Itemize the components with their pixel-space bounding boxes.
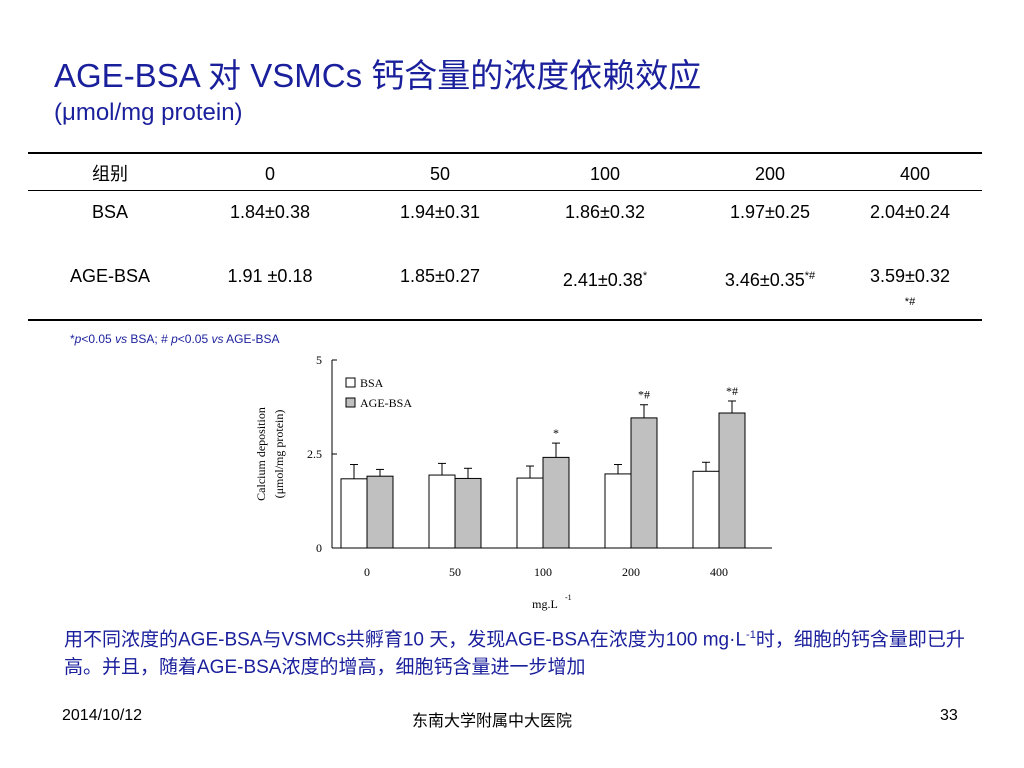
table-cell: 1.97±0.25 xyxy=(730,202,810,222)
significance-mark: *# xyxy=(726,384,738,398)
significance-mark: * xyxy=(553,426,559,440)
legend-label-age-bsa: AGE-BSA xyxy=(360,396,412,410)
x-tick-label: 100 xyxy=(534,565,552,579)
legend-label-bsa: BSA xyxy=(360,376,384,390)
table-header-0: 0 xyxy=(264,164,275,184)
bar-age-bsa xyxy=(718,412,746,549)
x-tick-label: 400 xyxy=(710,565,728,579)
table-cell: 3.59±0.32*# xyxy=(870,266,950,308)
table-header-group: 组别 xyxy=(92,164,128,184)
bar-age-bsa xyxy=(542,456,570,549)
y-tick-label: 2.5 xyxy=(307,447,322,461)
bar-bsa xyxy=(604,473,632,549)
y-axis-label: Calcium deposition xyxy=(254,407,268,501)
footer-page-number: 33 xyxy=(940,707,958,724)
table-cell: 3.46±0.35*# xyxy=(724,270,816,290)
x-axis-label: mg.L xyxy=(532,597,558,611)
table-header-50: 50 xyxy=(429,164,451,184)
table-header-100: 100 xyxy=(589,164,621,184)
table-header-400: 400 xyxy=(899,164,931,184)
x-tick-label: 0 xyxy=(364,565,370,579)
table-cell: 2.04±0.24 xyxy=(870,202,950,222)
conclusion-paragraph: 用不同浓度的AGE-BSA与VSMCs共孵育10 天，发现AGE-BSA在浓度为… xyxy=(64,629,965,679)
table-header-200: 200 xyxy=(754,164,786,184)
legend-swatch-age-bsa xyxy=(345,397,356,408)
table-row-label-bsa: BSA xyxy=(91,202,129,222)
bar-bsa xyxy=(340,478,368,549)
bar-age-bsa xyxy=(630,417,658,549)
table-row-label-age-bsa: AGE-BSA xyxy=(69,266,151,286)
bar-bsa xyxy=(692,470,720,549)
y-tick-label: 5 xyxy=(316,353,322,367)
legend-swatch-bsa xyxy=(345,377,356,388)
table-cell: 1.86±0.32 xyxy=(565,202,645,222)
footer-organization: 东南大学附属中大医院 xyxy=(412,713,573,730)
table-header-rule xyxy=(28,190,982,191)
table-cell: 1.85±0.27 xyxy=(400,266,480,286)
table-cell: 1.94±0.31 xyxy=(400,202,480,222)
bar-bsa xyxy=(516,477,544,549)
table-bottom-rule xyxy=(28,319,982,321)
significance-mark: *# xyxy=(638,388,650,402)
y-axis-label: (μmol/mg protein) xyxy=(272,410,286,499)
bar-bsa xyxy=(428,474,456,549)
y-tick-label: 0 xyxy=(316,541,322,555)
x-tick-label: 200 xyxy=(622,565,640,579)
x-axis-label-superscript: -1 xyxy=(565,593,572,602)
table-cell: 2.41±0.38* xyxy=(562,270,648,290)
bar-age-bsa xyxy=(366,475,394,549)
slide-title: AGE-BSA 对 VSMCs 钙含量的浓度依赖效应 xyxy=(54,57,702,94)
bar-age-bsa xyxy=(454,477,482,549)
table-top-rule xyxy=(28,152,982,154)
table-footnote: *p<0.05 vs BSA; # p<0.05 vs AGE-BSA xyxy=(70,332,280,346)
table-cell: 1.91 ±0.18 xyxy=(227,266,313,286)
slide-subtitle: (μmol/mg protein) xyxy=(54,99,243,126)
x-tick-label: 50 xyxy=(449,565,461,579)
footer-date: 2014/10/12 xyxy=(62,707,143,724)
table-cell: 1.84±0.38 xyxy=(230,202,310,222)
